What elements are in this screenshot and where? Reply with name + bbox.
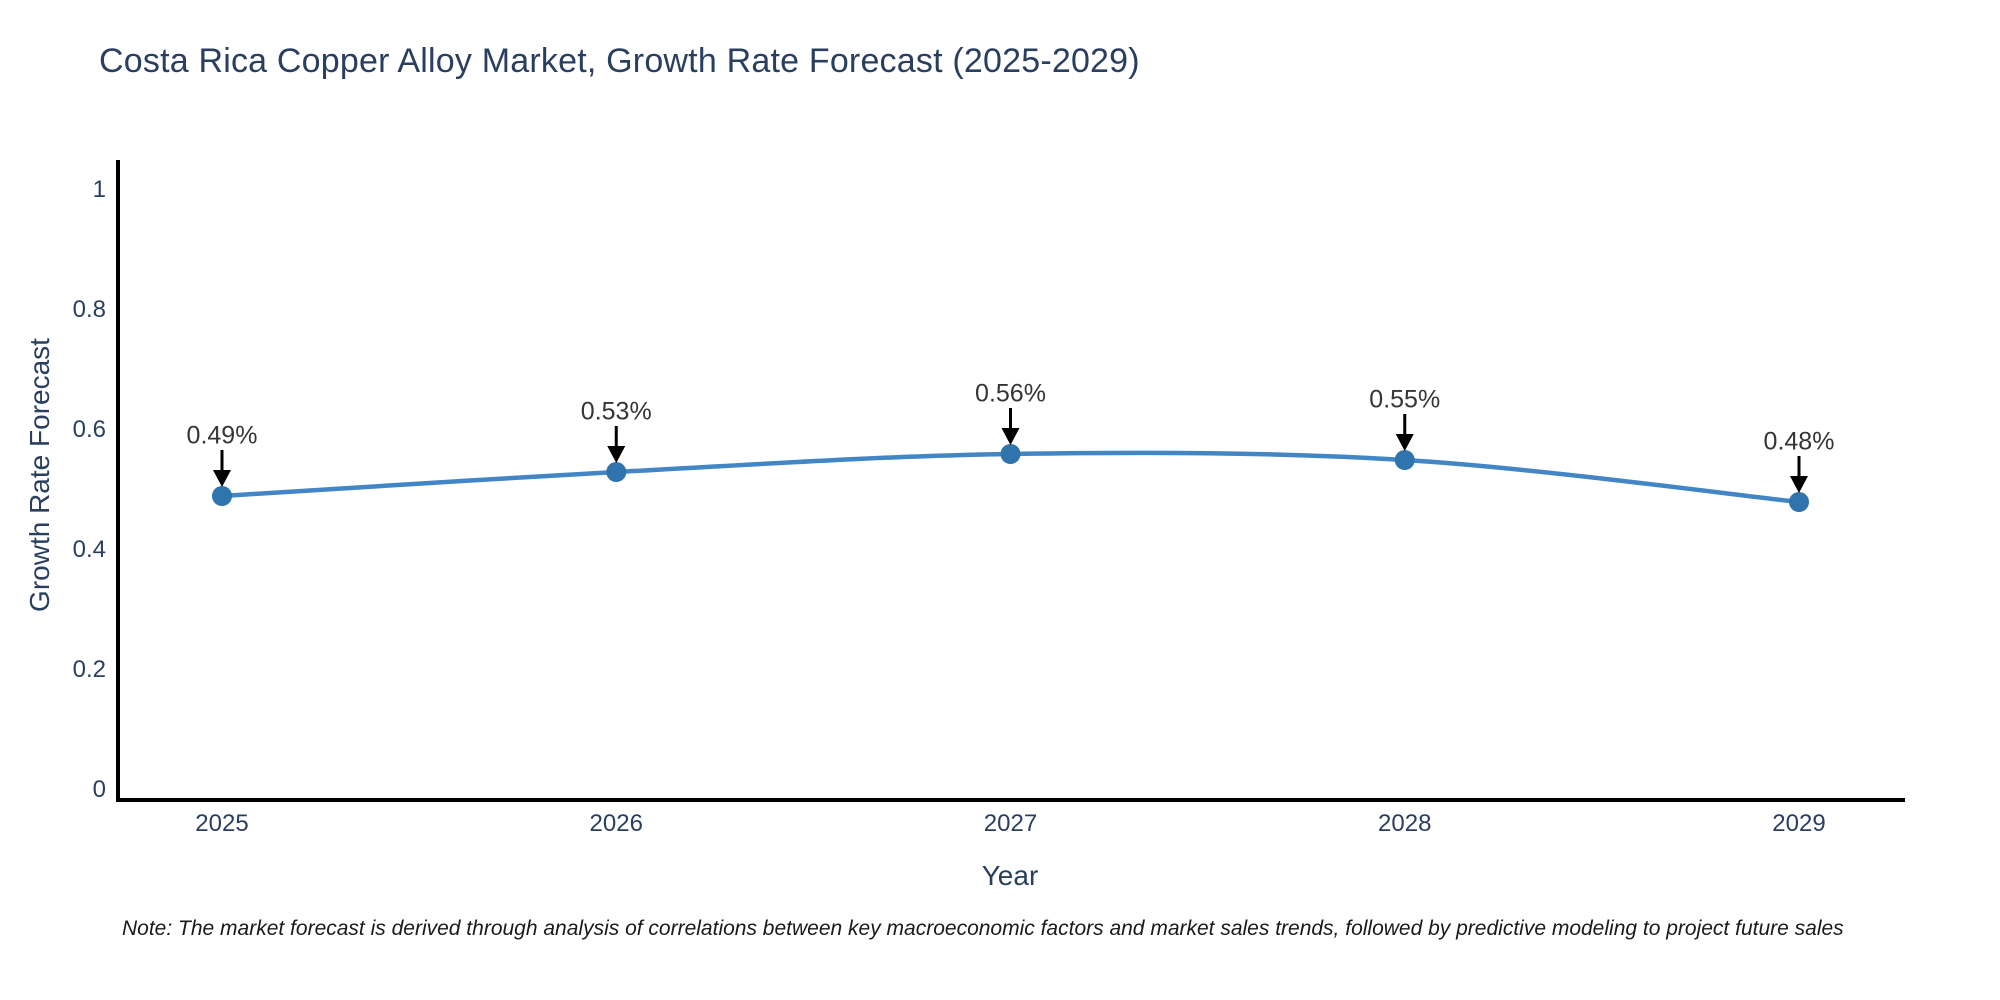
x-tick-label: 2027 [983, 810, 1038, 837]
y-axis-title: Growth Rate Forecast [24, 338, 55, 612]
x-tick-label: 2025 [195, 810, 249, 837]
y-tick-label: 0.2 [72, 656, 106, 683]
footnote-text: Note: The market forecast is derived thr… [122, 917, 1844, 940]
y-tick-label: 0.4 [72, 536, 106, 563]
x-tick-label: 2026 [589, 810, 643, 837]
data-point-marker [1000, 444, 1021, 464]
point-annotation-label: 0.48% [1763, 427, 1835, 456]
annotation-down-arrow-icon [607, 446, 626, 463]
annotation-down-arrow-icon [1790, 476, 1808, 493]
data-point-marker [1394, 450, 1415, 470]
point-annotation-label: 0.56% [975, 379, 1046, 408]
y-tick-label: 0.6 [72, 416, 106, 443]
x-tick-label: 2028 [1378, 810, 1432, 837]
chart-title: Costa Rica Copper Alloy Market, Growth R… [99, 42, 1140, 80]
point-annotation-label: 0.55% [1369, 385, 1441, 414]
y-tick-label: 1 [92, 176, 106, 203]
y-tick-label: 0 [92, 776, 106, 803]
x-tick-label: 2029 [1772, 810, 1826, 837]
x-axis-title: Year [981, 860, 1039, 891]
point-annotation-label: 0.49% [186, 421, 258, 450]
data-point-marker [212, 486, 232, 506]
annotation-down-arrow-icon [1395, 434, 1414, 451]
point-annotation-label: 0.53% [580, 397, 652, 426]
annotation-down-arrow-icon [213, 470, 231, 487]
data-point-marker [606, 462, 627, 482]
annotation-down-arrow-icon [1001, 428, 1020, 445]
data-point-marker [1789, 492, 1809, 512]
y-tick-label: 0.8 [72, 296, 106, 323]
